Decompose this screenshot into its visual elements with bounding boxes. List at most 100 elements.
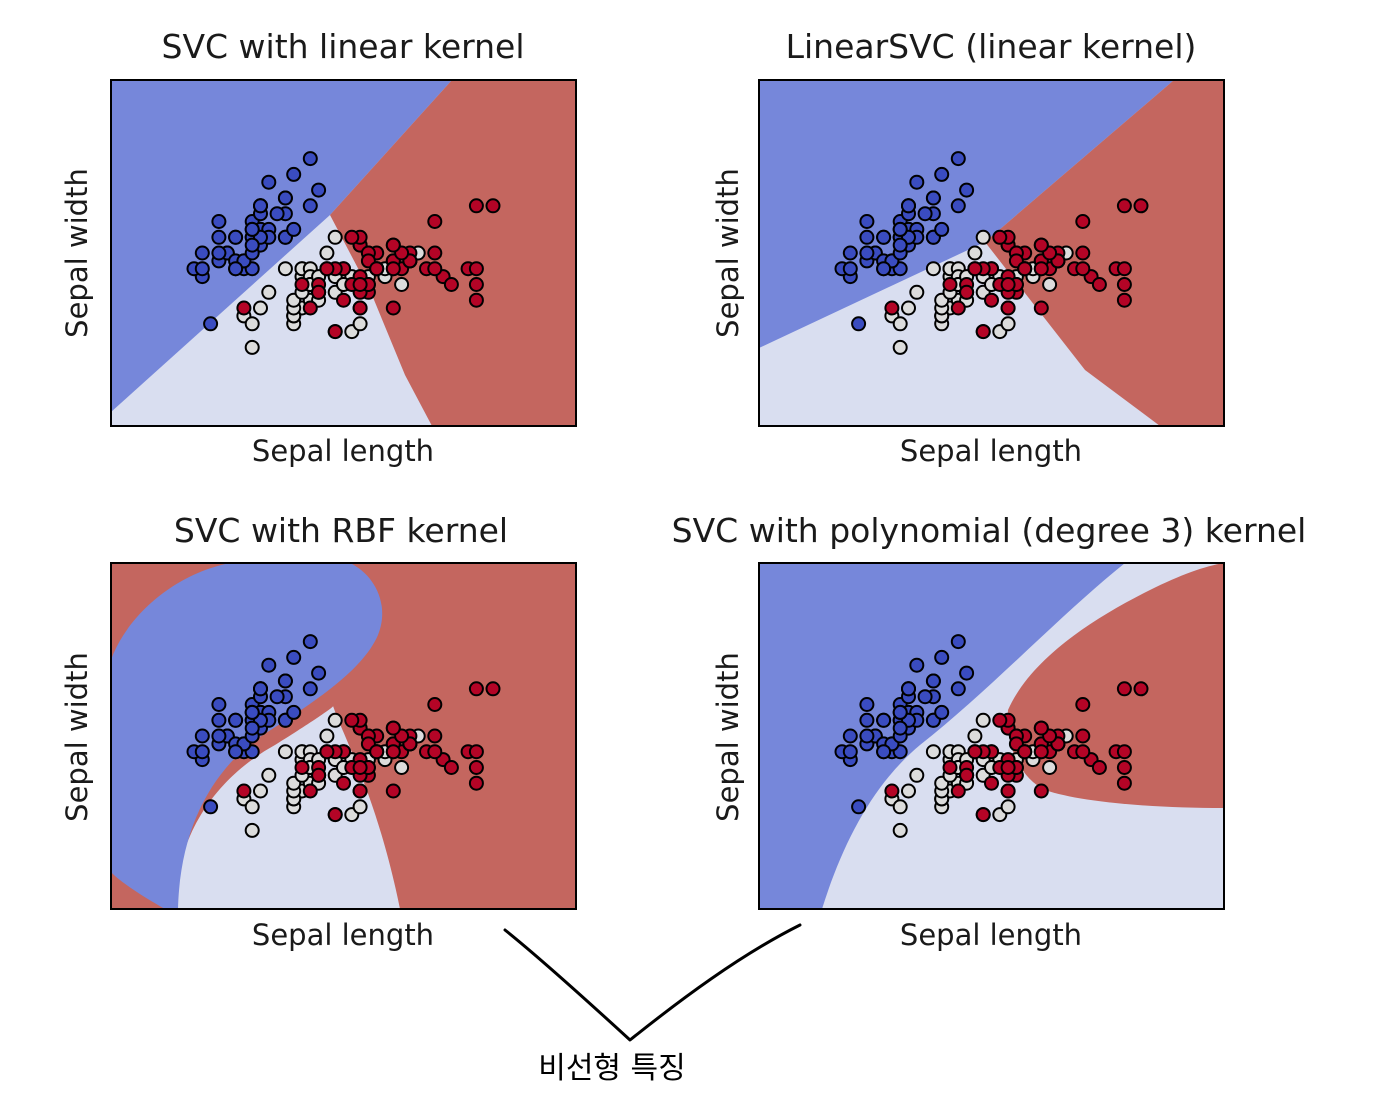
light-class-point (394, 277, 410, 292)
red-class-point (468, 681, 484, 697)
blue-class-point (892, 221, 908, 237)
y-axis-label: Sepal width (60, 168, 94, 338)
blue-class-point (261, 174, 277, 190)
red-class-point (468, 775, 484, 791)
red-class-point (427, 728, 443, 744)
blue-class-point (842, 245, 858, 261)
light-class-point (967, 245, 983, 261)
red-class-point (942, 760, 958, 775)
red-class-point (950, 783, 966, 799)
subplot-linearsvc: LinearSVC (linear kernel) Sepal length S… (711, 27, 1225, 468)
blue-class-point (194, 245, 210, 261)
red-class-point (950, 300, 966, 316)
red-class-point (369, 744, 385, 760)
red-class-point (1075, 728, 1091, 744)
red-class-point (302, 300, 318, 316)
red-class-point (352, 783, 368, 799)
blue-class-point (950, 198, 966, 214)
red-class-point (1000, 277, 1016, 292)
red-class-point (1116, 775, 1132, 791)
blue-class-point (842, 744, 858, 760)
blue-class-point (901, 681, 916, 697)
light-class-point (261, 767, 277, 783)
light-class-point (925, 744, 941, 760)
x-axis-label: Sepal length (252, 434, 434, 468)
blue-class-point (876, 712, 892, 728)
red-class-point (294, 760, 310, 775)
red-class-point (1033, 300, 1049, 316)
y-axis-label: Sepal width (60, 652, 94, 822)
red-class-point (992, 712, 1008, 728)
red-class-point (1075, 214, 1091, 229)
red-class-point (352, 277, 368, 292)
light-class-point (319, 728, 335, 744)
blue-class-point (211, 229, 227, 245)
light-class-point (975, 712, 991, 728)
blue-class-point (851, 316, 867, 332)
blue-class-point (286, 649, 302, 665)
light-class-point (1042, 760, 1058, 775)
blue-class-point (842, 261, 858, 277)
blue-class-point (950, 151, 966, 167)
subplot-title: SVC with polynomial (degree 3) kernel (672, 511, 1307, 550)
red-class-point (975, 807, 991, 823)
blue-class-point (859, 245, 875, 261)
blue-class-point (909, 174, 925, 190)
blue-class-point (934, 704, 950, 720)
red-class-point (352, 760, 368, 775)
red-class-point (992, 229, 1008, 245)
light-class-point (244, 339, 260, 355)
x-axis-label: Sepal length (900, 434, 1082, 468)
red-class-point (1033, 237, 1049, 253)
red-class-point (236, 783, 252, 799)
blue-class-point (934, 649, 950, 665)
red-class-point (427, 261, 443, 277)
blue-class-point (302, 198, 318, 214)
blue-class-point (876, 744, 892, 760)
red-class-point (1075, 261, 1091, 277)
red-class-point (385, 261, 401, 277)
blue-class-point (302, 151, 318, 167)
y-axis-label: Sepal width (711, 168, 745, 338)
axes-frame (758, 562, 1225, 910)
red-class-point (427, 744, 443, 760)
blue-class-point (302, 634, 318, 650)
red-class-point (468, 760, 484, 775)
red-class-point (468, 261, 484, 277)
red-class-point (942, 277, 958, 292)
red-class-point (1017, 744, 1033, 760)
blue-class-point (286, 166, 302, 182)
blue-class-point (859, 697, 875, 712)
red-region (330, 80, 576, 426)
red-class-point (468, 292, 484, 308)
light-class-point (253, 300, 268, 316)
blue-class-point (277, 673, 293, 689)
red-class-point (1033, 261, 1049, 277)
blue-class-point (253, 681, 268, 697)
blue-region (759, 563, 1125, 909)
red-class-point (1000, 783, 1016, 799)
blue-class-point (859, 214, 875, 229)
x-axis-label: Sepal length (252, 918, 434, 952)
subplot-svc-poly: SVC with polynomial (degree 3) kernel Se… (672, 511, 1307, 952)
red-class-point (311, 284, 327, 300)
blue-class-point (194, 261, 210, 277)
blue-class-point (203, 799, 219, 815)
red-class-point (427, 697, 443, 712)
blue-class-point (851, 799, 867, 815)
red-class-point (427, 214, 443, 229)
annotation-text: 비선형 특징 (538, 1051, 686, 1086)
light-class-point (892, 339, 908, 355)
light-class-point (352, 316, 368, 332)
light-class-point (892, 799, 908, 815)
blue-class-point (925, 190, 941, 206)
red-class-point (344, 712, 360, 728)
red-class-point (385, 744, 401, 760)
blue-class-point (244, 704, 260, 720)
light-class-point (901, 783, 916, 799)
scatter-points (186, 634, 501, 838)
red-class-point (443, 760, 459, 775)
blue-class-point (211, 214, 227, 229)
scatter-points (834, 151, 1149, 355)
blue-class-point (302, 681, 318, 697)
